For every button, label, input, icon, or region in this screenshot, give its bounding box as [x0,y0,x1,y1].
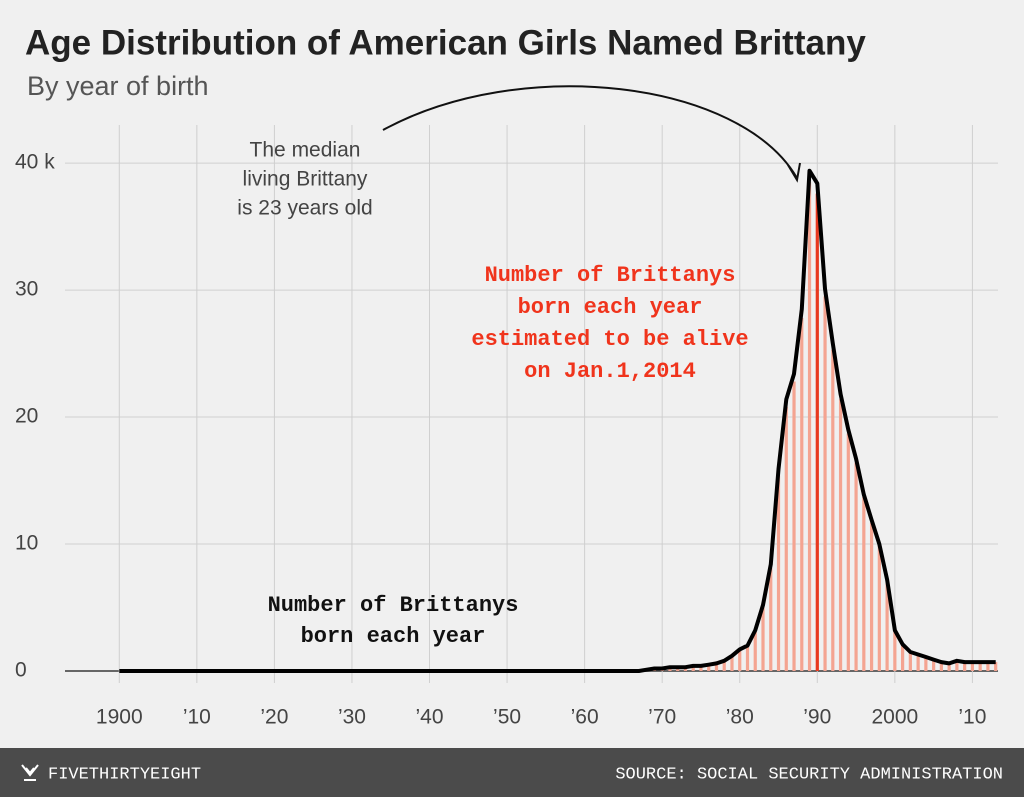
bar [807,182,812,672]
chart-subtitle: By year of birth [27,71,209,101]
x-tick-label: ’30 [338,706,366,729]
bar [932,659,936,671]
bar [869,522,874,671]
x-tick-label: ’50 [493,706,521,729]
marks [119,168,998,673]
bar [707,664,711,671]
grid: 0 10 20 30 40 k 1900 ’10 ’20 ’30 ’40 ’50 ’60 ’70 ’80 ’… [15,125,998,729]
bar [901,644,905,671]
annotation: Number of Brittanys [268,593,519,618]
bar [776,475,781,671]
x-tick-label: 2000 [871,706,918,729]
bar [823,296,827,671]
y-tick-label: 10 [15,532,38,555]
x-tick-label: ’10 [183,706,211,729]
x-tick-label: ’80 [726,706,754,729]
annotation-arrow [382,85,798,179]
annotation: living Brittany [243,168,368,191]
bar [730,657,734,671]
bar [862,497,866,671]
annotation: born each year [518,295,703,320]
y-tick-label: 30 [15,278,38,301]
x-tick-label: ’60 [571,706,599,729]
bar [924,657,928,671]
bar [738,650,742,671]
x-tick-label: ’10 [958,706,986,729]
x-tick-label: ’40 [415,706,443,729]
annotation: on Jan.1,2014 [524,359,696,384]
x-tick-label: 1900 [96,706,143,729]
bar [916,654,920,671]
bar [761,607,765,671]
bar [769,568,773,671]
x-tick-label: ’20 [260,706,288,729]
bar [784,406,788,671]
bar [994,662,998,671]
bar [939,662,943,671]
bar [908,651,912,671]
y-tick-label: 20 [15,405,38,428]
bar [815,193,819,671]
bar [722,660,726,671]
bar [970,662,975,671]
bar [963,662,967,671]
bar [877,545,881,671]
footer-bar [0,748,1024,797]
annotations: The median living Brittany is 23 years old… [237,139,748,649]
bar [792,381,796,671]
bar [846,433,850,671]
annotation: The median [250,139,361,162]
bar [885,580,889,671]
bar [854,462,858,671]
bar [955,660,959,671]
logo [21,764,39,781]
annotation: born each year [301,624,486,649]
x-tick-label: ’90 [803,706,831,729]
y-tick-label: 40 k [15,151,55,174]
bar [986,662,990,671]
chart-title: Age Distribution of American Girls Named… [25,23,866,62]
bar [745,646,750,671]
annotation: is 23 years old [237,197,372,220]
footer-source: SOURCE: SOCIAL SECURITY ADMINISTRATION [615,765,1003,784]
bar [800,318,804,671]
annotation: Number of Brittanys [485,263,736,288]
bar [699,665,703,671]
x-tick-label: ’70 [648,706,676,729]
line [119,168,996,673]
bar [947,663,951,671]
arrow-head [787,162,801,183]
annotation: estimated to be alive [471,327,748,352]
bar [714,663,719,671]
bar [831,349,835,671]
bar [691,665,695,671]
footer-brand: FIVETHIRTYEIGHT [48,765,201,784]
bar [838,399,843,671]
bar [753,631,757,671]
y-tick-label: 0 [15,659,27,682]
bar [978,662,982,671]
bar [893,630,897,671]
